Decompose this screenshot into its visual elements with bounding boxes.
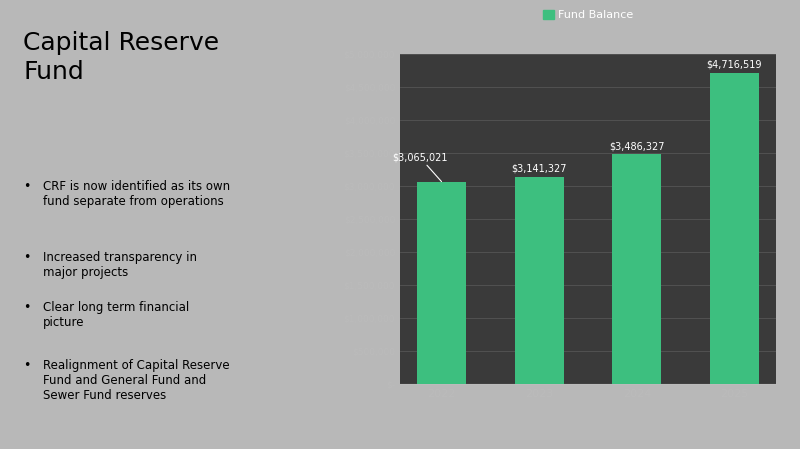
Text: •: • [23,180,30,193]
Text: Increased transparency in
major projects: Increased transparency in major projects [43,251,197,279]
Text: $3,065,021: $3,065,021 [392,153,448,181]
Text: CRF is now identified as its own
fund separate from operations: CRF is now identified as its own fund se… [43,180,230,207]
Text: •: • [23,251,30,264]
Text: $4,716,519: $4,716,519 [706,60,762,70]
Bar [417,181,466,384]
Legend: Fund Balance: Fund Balance [542,10,634,20]
Text: •: • [23,359,30,372]
Text: Capital Reserve
Fund: Capital Reserve Fund [23,31,219,84]
Text: •: • [23,301,30,314]
Text: $3,486,327: $3,486,327 [609,141,665,151]
Text: Clear long term financial
picture: Clear long term financial picture [43,301,190,329]
Bar [710,73,759,384]
Text: $3,141,327: $3,141,327 [511,164,567,174]
Text: Realignment of Capital Reserve
Fund and General Fund and
Sewer Fund reserves: Realignment of Capital Reserve Fund and … [43,359,230,402]
Bar [613,154,662,384]
Bar [514,176,563,384]
